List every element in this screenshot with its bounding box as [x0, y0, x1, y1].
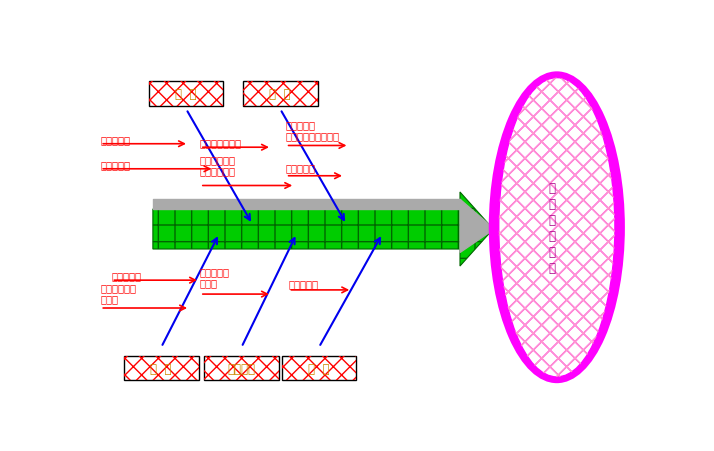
Bar: [204, 357, 278, 380]
Text: 人  员: 人 员: [176, 87, 197, 101]
Text: 止水带安放
不合适: 止水带安放 不合适: [200, 267, 230, 287]
Bar: [149, 82, 223, 106]
Bar: [281, 357, 356, 380]
Bar: [281, 357, 356, 380]
Text: 机  械: 机 械: [269, 87, 291, 101]
Bar: [124, 357, 198, 380]
Text: 操作经验少: 操作经验少: [100, 134, 131, 144]
Ellipse shape: [489, 72, 625, 383]
Bar: [149, 82, 223, 106]
Text: 洞内温差大: 洞内温差大: [288, 279, 318, 289]
FancyArrow shape: [153, 193, 493, 267]
Text: 质量意识差，
分工不明确工: 质量意识差， 分工不明确工: [200, 155, 236, 175]
Bar: [124, 357, 198, 380]
Text: 施工缝明显: 施工缝明显: [286, 163, 316, 173]
Text: 操作不认真: 操作不认真: [100, 160, 131, 170]
Polygon shape: [460, 200, 494, 253]
Bar: [243, 82, 318, 106]
Text: 细
部
处
理
不
当: 细 部 处 理 不 当: [549, 181, 556, 274]
Text: 环  境: 环 境: [308, 362, 330, 375]
Ellipse shape: [499, 78, 615, 377]
Text: 工作责任心不强: 工作责任心不强: [200, 138, 242, 148]
Text: 混凝土原材大
石块多: 混凝土原材大 石块多: [100, 282, 136, 303]
Text: 材  料: 材 料: [151, 362, 172, 375]
Text: 工艺方法: 工艺方法: [228, 362, 256, 375]
Text: 混凝土离析: 混凝土离析: [111, 271, 141, 281]
Bar: [243, 82, 318, 106]
Text: 运输车太少
堪泵管、间隔时间长: 运输车太少 堪泵管、间隔时间长: [286, 120, 340, 141]
Bar: [204, 357, 278, 380]
